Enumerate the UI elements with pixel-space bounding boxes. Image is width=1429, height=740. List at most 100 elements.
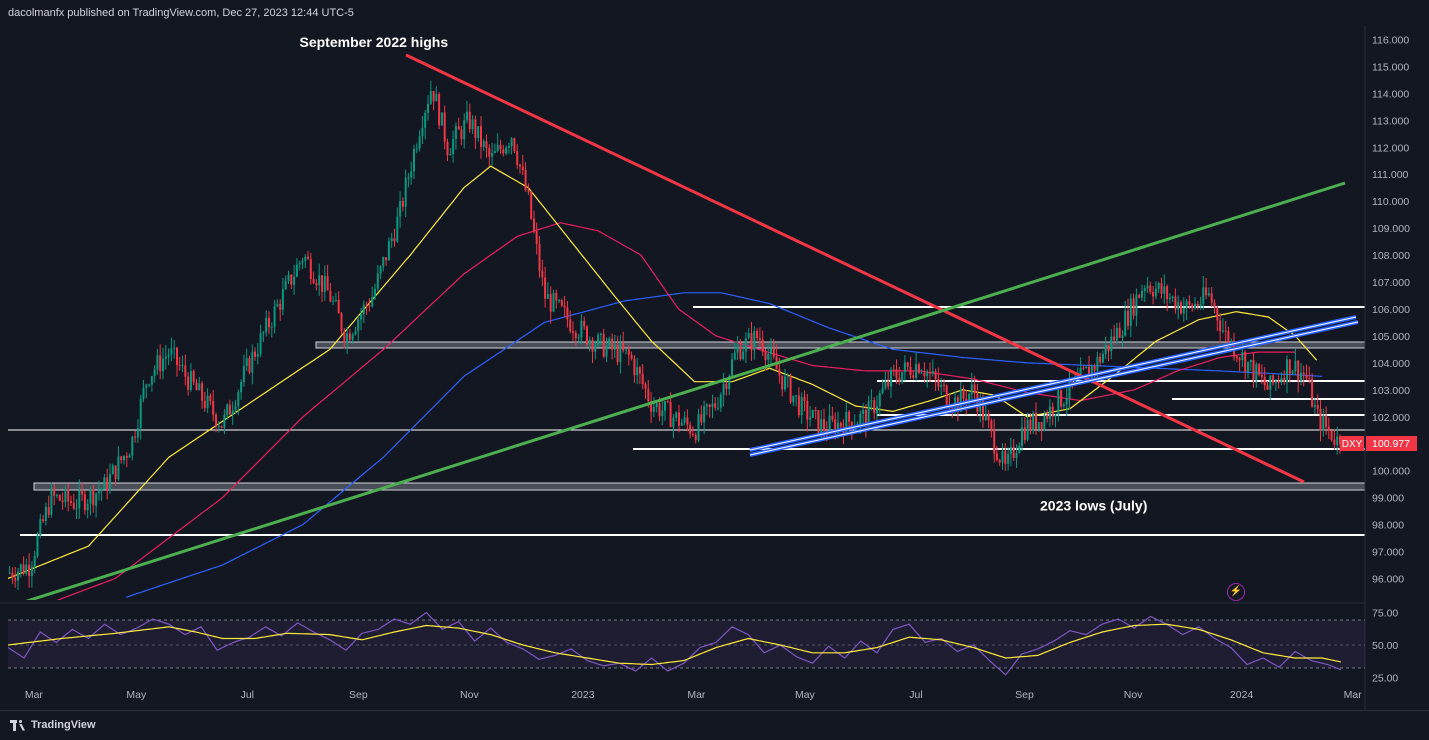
candle xyxy=(770,337,772,365)
candle xyxy=(870,389,873,411)
candle xyxy=(1113,324,1116,345)
chart-canvas[interactable]: 116.000 115.000 114.000 113.000 112.000 111.0… xyxy=(0,0,1429,710)
candle xyxy=(1311,373,1314,408)
candle xyxy=(1336,426,1339,455)
candle xyxy=(566,301,569,328)
candle xyxy=(209,393,212,406)
candle xyxy=(376,265,379,292)
candle xyxy=(915,352,918,382)
candle xyxy=(733,341,736,361)
candle xyxy=(929,362,931,382)
candle xyxy=(1247,361,1249,379)
candle xyxy=(650,391,653,424)
candle xyxy=(809,406,812,427)
candle xyxy=(678,405,680,433)
candle xyxy=(407,172,410,188)
lightning-icon[interactable]: ⚡ xyxy=(1227,583,1245,601)
tradingview-logo[interactable]: TradingView xyxy=(10,719,96,731)
candle xyxy=(50,482,53,518)
candle xyxy=(920,368,923,374)
candle xyxy=(892,364,895,377)
candle xyxy=(1079,357,1082,376)
candle xyxy=(703,400,706,435)
candle xyxy=(1194,297,1196,310)
candle xyxy=(747,327,750,340)
candle xyxy=(1118,322,1121,338)
time-axis[interactable]: Mar May Jul Sep Nov 2023 Mar May Jul Sep Nov 2024 Ma… xyxy=(25,689,1362,701)
candle xyxy=(312,271,315,285)
candle xyxy=(736,336,739,360)
candle xyxy=(189,363,192,392)
candle xyxy=(524,162,527,192)
candle xyxy=(772,338,775,360)
uptrend-line-green[interactable] xyxy=(24,181,1346,602)
candle xyxy=(786,373,789,388)
candle xyxy=(72,493,75,511)
candle xyxy=(371,286,374,308)
candle xyxy=(1149,281,1152,295)
candle xyxy=(164,344,167,370)
candle xyxy=(973,375,976,403)
candle xyxy=(781,375,784,397)
candle xyxy=(753,326,756,360)
candle xyxy=(242,354,245,387)
candle xyxy=(67,484,70,512)
candle xyxy=(680,419,683,427)
candle xyxy=(421,115,424,144)
candle xyxy=(611,333,614,360)
candle xyxy=(530,191,533,221)
price-tick: 111.000 xyxy=(1372,169,1409,181)
candle xyxy=(1062,402,1065,409)
candle xyxy=(44,502,47,526)
candle xyxy=(664,400,666,421)
price-tick: 105.000 xyxy=(1372,331,1410,343)
candle xyxy=(78,479,81,519)
candle xyxy=(427,95,429,121)
price-axis[interactable]: 116.000 115.000 114.000 113.000 112.000 111.0… xyxy=(1372,35,1410,586)
candle xyxy=(1146,276,1149,294)
downtrend-line-red[interactable] xyxy=(405,53,1305,484)
candle xyxy=(633,355,636,383)
candle xyxy=(125,452,128,468)
candle xyxy=(1157,281,1160,293)
candle xyxy=(906,361,909,371)
candle xyxy=(1174,288,1177,314)
candle xyxy=(142,379,145,403)
time-tick: Nov xyxy=(1124,689,1143,701)
price-tick: 108.000 xyxy=(1372,250,1410,262)
candle xyxy=(811,409,814,419)
candle xyxy=(931,359,934,377)
candle xyxy=(535,222,538,255)
candle xyxy=(1213,299,1216,314)
candle xyxy=(307,250,309,260)
candle xyxy=(287,270,290,284)
candle xyxy=(33,550,36,574)
candle xyxy=(440,112,443,126)
candle xyxy=(873,397,876,420)
candle xyxy=(485,134,488,158)
candle xyxy=(466,101,468,124)
candle xyxy=(1060,389,1063,409)
candle xyxy=(321,275,323,302)
candle xyxy=(39,513,42,539)
candle xyxy=(103,474,106,490)
candle xyxy=(106,468,109,500)
candle xyxy=(714,397,717,411)
candle xyxy=(1152,286,1155,305)
candle xyxy=(471,115,474,134)
candle xyxy=(574,330,577,346)
candle xyxy=(474,115,477,150)
candle xyxy=(206,388,209,413)
publisher-text: dacolmanfx published on TradingView.com,… xyxy=(8,7,354,19)
candle xyxy=(1244,350,1247,380)
candle xyxy=(134,430,137,443)
candle xyxy=(1252,352,1255,388)
symbol-label: DXY xyxy=(1342,439,1363,450)
candle xyxy=(1177,295,1180,320)
candle xyxy=(390,232,393,248)
candle xyxy=(641,364,644,390)
candle xyxy=(675,411,678,422)
candle xyxy=(1188,295,1191,309)
candle xyxy=(672,414,675,439)
price-tick: 110.000 xyxy=(1372,196,1409,208)
